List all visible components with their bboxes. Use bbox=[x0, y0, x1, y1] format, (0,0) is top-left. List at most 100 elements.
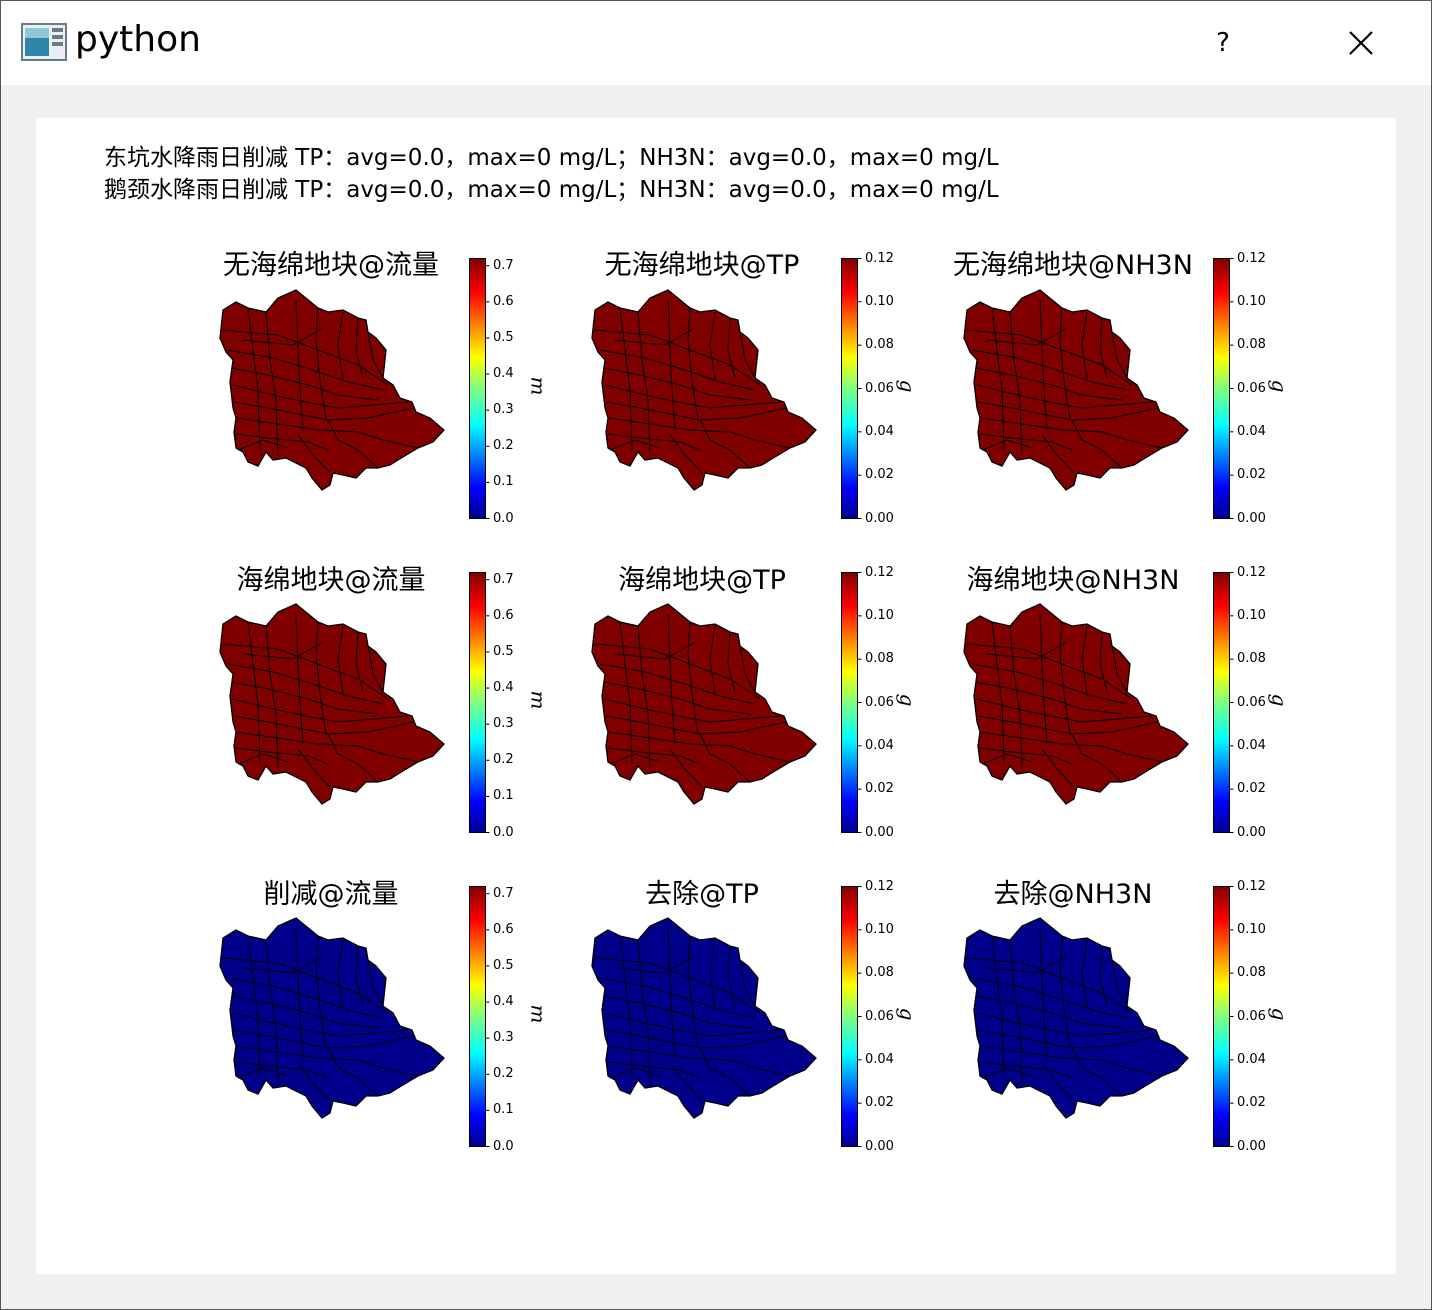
colorbar-tick-label: 0.06 bbox=[1237, 1008, 1266, 1024]
parcel-boundary bbox=[233, 401, 415, 421]
district-region bbox=[591, 289, 817, 491]
district-map-7 bbox=[591, 917, 817, 1119]
parcel-boundary bbox=[1039, 613, 1048, 745]
parcel-boundary bbox=[1081, 939, 1088, 1009]
parcel-boundary bbox=[1111, 331, 1128, 379]
colorbar-tick-label: 0.10 bbox=[1237, 607, 1266, 623]
parcel-boundary bbox=[599, 663, 756, 705]
parcel-boundary bbox=[1099, 631, 1108, 693]
parcel-boundary bbox=[607, 747, 701, 765]
colorbar-tick-label: 0.3 bbox=[493, 402, 514, 418]
parcel-boundary bbox=[669, 748, 703, 788]
parcel-boundary bbox=[232, 384, 409, 409]
summary-line-dongkeng: 东坑水降雨日削减 TP：avg=0.0，max=0 mg/L；NH3N：avg=… bbox=[104, 145, 999, 171]
colorbar-tick-label: 0.4 bbox=[493, 366, 514, 382]
colorbar-tick-label: 0.08 bbox=[865, 651, 894, 667]
parcel-boundary bbox=[604, 1012, 781, 1037]
colorbar-tick-label: 0.12 bbox=[1237, 250, 1266, 266]
colorbar-1 bbox=[841, 258, 862, 519]
help-button[interactable]: ? bbox=[1216, 28, 1230, 58]
parcel-boundary bbox=[235, 417, 359, 433]
parcel-boundary bbox=[1009, 939, 1023, 1084]
parcel-boundary bbox=[637, 939, 651, 1084]
parcel-boundary bbox=[222, 643, 389, 700]
parcel-boundary bbox=[727, 945, 736, 1007]
parcel-boundary bbox=[981, 439, 1033, 451]
colorbar-tick-label: 0.5 bbox=[493, 957, 514, 973]
colorbar-tick-label: 0.1 bbox=[493, 474, 514, 490]
close-icon[interactable] bbox=[1335, 17, 1387, 69]
parcel-boundary bbox=[242, 955, 324, 974]
district-region bbox=[219, 289, 445, 491]
parcel-boundary bbox=[986, 327, 1068, 346]
parcel-boundary bbox=[976, 1012, 1153, 1037]
parcel-boundary bbox=[607, 731, 731, 747]
parcel-boundary bbox=[669, 1062, 703, 1102]
parcel-boundary bbox=[609, 753, 661, 765]
parcel-boundary bbox=[1041, 1062, 1075, 1102]
district-region bbox=[591, 917, 817, 1119]
parcel-boundary bbox=[233, 1029, 415, 1049]
map-title: 海绵地块@TP bbox=[618, 565, 786, 596]
district-region bbox=[963, 917, 1189, 1119]
colorbar-tick-label: 0.4 bbox=[493, 994, 514, 1010]
colorbar-5 bbox=[1213, 572, 1234, 833]
parcel-boundary bbox=[607, 1045, 731, 1061]
title-bar[interactable]: python ? bbox=[1, 1, 1431, 85]
colorbar-unit-label: m bbox=[526, 1004, 551, 1024]
colorbar-tick-label: 0.10 bbox=[865, 921, 894, 937]
parcel-boundary bbox=[242, 641, 324, 660]
parcel-boundary bbox=[355, 317, 364, 379]
parcel-boundary bbox=[297, 434, 331, 474]
parcel-boundary bbox=[619, 935, 633, 1079]
parcel-boundary bbox=[1059, 935, 1071, 1049]
parcel-boundary bbox=[367, 645, 384, 693]
parcel-boundary bbox=[1099, 317, 1108, 379]
parcel-boundary bbox=[1059, 307, 1071, 421]
parcel-boundary bbox=[981, 1067, 1033, 1079]
colorbar-tick-label: 0.12 bbox=[865, 564, 894, 580]
colorbar-tick-label: 0.06 bbox=[865, 380, 894, 396]
parcel-boundary bbox=[1071, 733, 1123, 783]
colorbar-tick-label: 0.5 bbox=[493, 329, 514, 345]
parcel-boundary bbox=[295, 613, 304, 745]
parcel-boundary bbox=[619, 307, 633, 451]
parcel-boundary bbox=[1111, 959, 1128, 1007]
colorbar-tick-label: 0.08 bbox=[865, 965, 894, 981]
colorbar-tick-label: 0.04 bbox=[865, 423, 894, 439]
parcel-boundary bbox=[1111, 645, 1128, 693]
parcel-boundary bbox=[699, 1047, 751, 1097]
parcel-boundary bbox=[327, 1047, 379, 1097]
parcel-boundary bbox=[614, 327, 696, 346]
colorbar-tick-label: 0.08 bbox=[865, 337, 894, 353]
parcel-boundary bbox=[966, 957, 1133, 1014]
parcel-boundary bbox=[977, 401, 1159, 421]
parcel-boundary bbox=[614, 955, 696, 974]
colorbar-tick-label: 0.12 bbox=[865, 250, 894, 266]
district-map-5 bbox=[963, 603, 1189, 805]
parcel-boundary bbox=[357, 431, 419, 449]
parcel-boundary bbox=[232, 1012, 409, 1037]
colorbar-tick-label: 0.08 bbox=[1237, 337, 1266, 353]
map-title: 海绵地块@流量 bbox=[236, 565, 426, 596]
colorbar-tick-label: 0.00 bbox=[1237, 510, 1266, 526]
colorbar-tick-label: 0.12 bbox=[1237, 564, 1266, 580]
parcel-boundary bbox=[739, 959, 756, 1007]
colorbar-unit-label: m bbox=[526, 690, 551, 710]
parcel-boundary bbox=[971, 349, 1128, 391]
parcel-boundary bbox=[337, 311, 344, 381]
parcel-boundary bbox=[265, 625, 279, 770]
parcel-boundary bbox=[609, 1067, 661, 1079]
colorbar-tick-label: 0.5 bbox=[493, 643, 514, 659]
parcel-boundary bbox=[667, 299, 676, 431]
parcel-boundary bbox=[991, 621, 1005, 765]
parcel-boundary bbox=[315, 307, 327, 421]
parcel-boundary bbox=[367, 959, 384, 1007]
parcel-boundary bbox=[295, 299, 304, 431]
parcel-boundary bbox=[687, 935, 699, 1049]
parcel-boundary bbox=[242, 327, 324, 346]
colorbar-tick-label: 0.7 bbox=[493, 885, 514, 901]
parcel-boundary bbox=[1081, 311, 1088, 381]
parcel-boundary bbox=[1041, 434, 1075, 474]
parcel-boundary bbox=[727, 317, 736, 379]
